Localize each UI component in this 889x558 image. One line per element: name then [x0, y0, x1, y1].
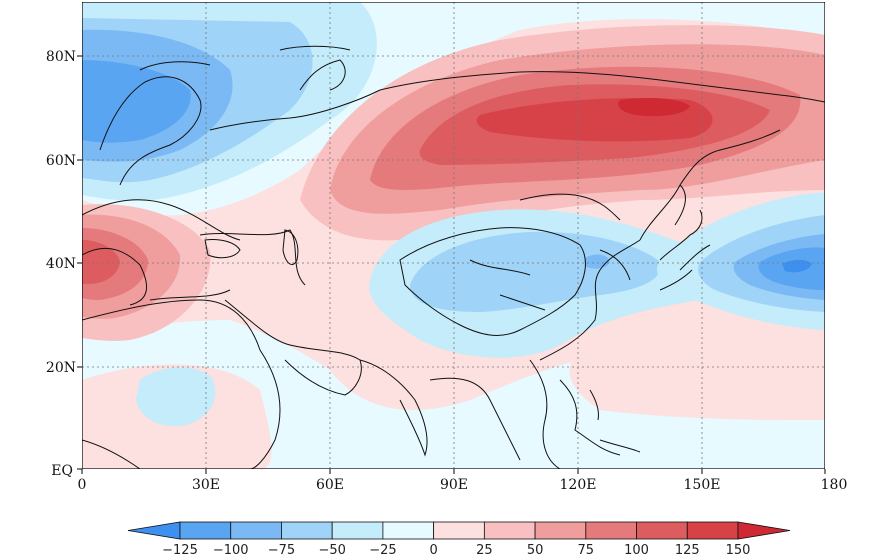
colorbar-bin — [686, 521, 739, 540]
colorbar-label: 150 — [726, 543, 751, 558]
y-tick-label: EQ — [51, 463, 73, 479]
colorbar-bin — [382, 521, 435, 540]
y-tick-label: 20N — [46, 360, 76, 376]
colorbar-label: −25 — [369, 543, 396, 558]
colorbar-bin — [534, 521, 587, 540]
tick-marks — [77, 55, 826, 474]
x-tick-label: 90E — [440, 477, 468, 493]
colorbar-label: −50 — [318, 543, 345, 558]
neg-anomaly-pacific-5 — [782, 259, 812, 273]
colorbar-bin — [433, 521, 485, 540]
colorbar-label: 50 — [527, 543, 544, 558]
colorbar-bin — [585, 521, 637, 540]
map-panel — [82, 2, 825, 469]
colorbar-label: −125 — [162, 543, 198, 558]
x-tick-label: 30E — [192, 477, 220, 493]
colorbar-label: 75 — [578, 543, 595, 558]
colorbar-bin — [331, 521, 384, 540]
colorbar-label: −75 — [268, 543, 295, 558]
x-tick-label: 180 — [821, 477, 848, 493]
coastlines — [82, 45, 825, 469]
colorbar-bin — [230, 521, 282, 540]
y-tick-label: 40N — [46, 256, 76, 272]
colorbar-bin — [737, 521, 791, 540]
x-tick-label: 60E — [316, 477, 344, 493]
colorbar-bin — [636, 521, 688, 540]
pos-anomaly-siberia-6 — [618, 98, 690, 117]
colorbar-label: 0 — [429, 543, 437, 558]
colorbar-bin — [179, 521, 232, 540]
x-axis-labels: 0 30E 60E 90E 120E 150E 180 — [78, 477, 848, 493]
y-axis-labels: EQ 20N 40N 60N 80N — [46, 49, 76, 479]
colorbar-bin — [127, 521, 181, 540]
colorbar-label: 100 — [624, 543, 649, 558]
colorbar-bin — [483, 521, 536, 540]
colorbar: −125 −100 −75 −50 −25 0 25 50 75 100 125 150 — [127, 521, 791, 558]
positive-anomaly-east-south — [569, 326, 825, 420]
colorbar-label: 25 — [476, 543, 493, 558]
neg-anomaly-china-2 — [410, 231, 661, 312]
x-tick-label: 150E — [684, 477, 721, 493]
x-tick-label: 0 — [78, 477, 87, 493]
y-tick-label: 80N — [46, 49, 76, 65]
gridlines — [82, 2, 825, 469]
colorbar-bin — [281, 521, 333, 540]
colorbar-label: −100 — [213, 543, 249, 558]
neg-anomaly-arabia — [136, 367, 216, 427]
y-tick-label: 60N — [46, 153, 76, 169]
x-tick-label: 120E — [560, 477, 597, 493]
neg-anomaly-europe-4 — [82, 60, 191, 143]
colorbar-label: 125 — [675, 543, 700, 558]
